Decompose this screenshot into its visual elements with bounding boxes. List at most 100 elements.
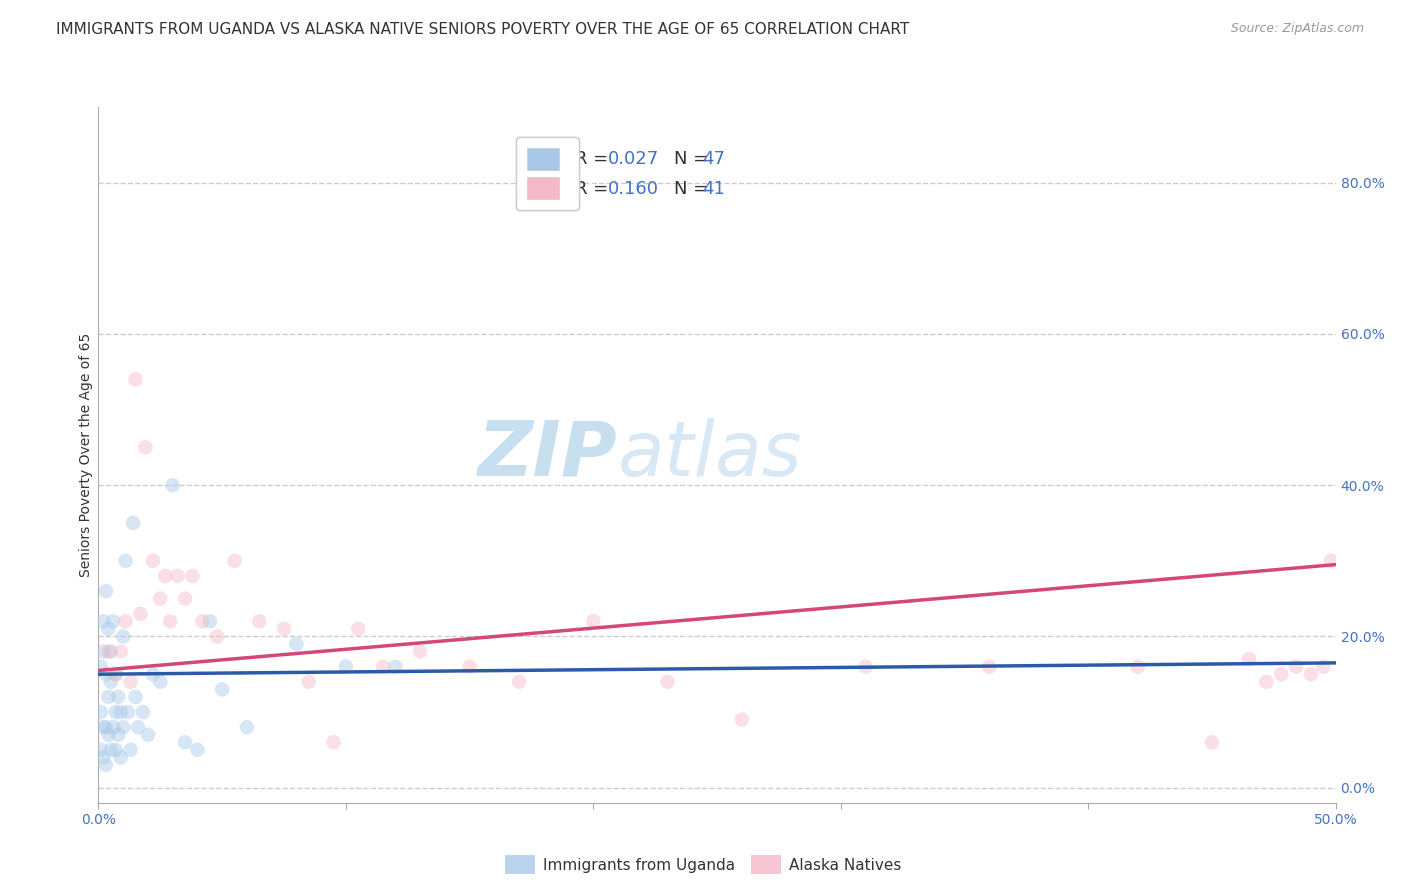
- Text: R =: R =: [575, 180, 614, 198]
- Text: ZIP: ZIP: [478, 418, 619, 491]
- Point: [104, 667, 127, 681]
- Point: [97, 690, 120, 704]
- Point: [1299, 667, 1322, 681]
- Point: [582, 615, 605, 629]
- Point: [107, 690, 129, 704]
- Point: [100, 743, 122, 757]
- Point: [129, 607, 152, 621]
- Point: [110, 750, 132, 764]
- Point: [103, 720, 125, 734]
- Point: [205, 629, 228, 643]
- Point: [1319, 554, 1341, 568]
- Point: [90, 705, 112, 719]
- Point: [93, 750, 115, 764]
- Point: [110, 644, 132, 658]
- Point: [122, 516, 145, 530]
- Point: [166, 569, 188, 583]
- Point: [159, 615, 181, 629]
- Point: [458, 659, 481, 673]
- Point: [136, 728, 159, 742]
- Point: [347, 622, 370, 636]
- Legend: , : ,: [516, 137, 579, 210]
- Text: 41: 41: [702, 180, 725, 198]
- Point: [191, 615, 214, 629]
- Text: IMMIGRANTS FROM UGANDA VS ALASKA NATIVE SENIORS POVERTY OVER THE AGE OF 65 CORRE: IMMIGRANTS FROM UGANDA VS ALASKA NATIVE …: [56, 22, 910, 37]
- Point: [285, 637, 308, 651]
- Point: [97, 728, 120, 742]
- Point: [132, 705, 155, 719]
- Point: [273, 622, 295, 636]
- Point: [322, 735, 344, 749]
- Point: [335, 659, 357, 673]
- Point: [90, 743, 112, 757]
- Text: R =: R =: [575, 150, 614, 169]
- Point: [124, 372, 146, 386]
- Point: [97, 644, 120, 658]
- Point: [508, 674, 530, 689]
- Point: [657, 674, 679, 689]
- Point: [90, 659, 112, 673]
- Point: [371, 659, 394, 673]
- Point: [134, 441, 156, 455]
- Point: [236, 720, 259, 734]
- Point: [1256, 674, 1278, 689]
- Point: [855, 659, 877, 673]
- Point: [181, 569, 204, 583]
- Point: [247, 615, 270, 629]
- Point: [1126, 659, 1149, 673]
- Point: [94, 667, 117, 681]
- Text: N =: N =: [673, 150, 714, 169]
- Point: [186, 743, 208, 757]
- Point: [298, 674, 321, 689]
- Point: [149, 591, 172, 606]
- Point: [104, 743, 127, 757]
- Point: [120, 674, 142, 689]
- Point: [979, 659, 1001, 673]
- Point: [100, 674, 122, 689]
- Text: 0.027: 0.027: [609, 150, 659, 169]
- Point: [117, 705, 139, 719]
- Point: [112, 720, 135, 734]
- Y-axis label: Seniors Poverty Over the Age of 65: Seniors Poverty Over the Age of 65: [79, 333, 93, 577]
- Point: [110, 705, 132, 719]
- Point: [198, 615, 221, 629]
- Point: [155, 569, 177, 583]
- Text: 0.160: 0.160: [609, 180, 659, 198]
- Point: [97, 622, 120, 636]
- Point: [114, 554, 136, 568]
- Point: [1285, 659, 1308, 673]
- Point: [114, 615, 136, 629]
- Point: [142, 667, 165, 681]
- Point: [224, 554, 246, 568]
- Point: [127, 720, 149, 734]
- Point: [731, 713, 754, 727]
- Text: atlas: atlas: [619, 418, 803, 491]
- Text: N =: N =: [673, 180, 714, 198]
- Point: [1237, 652, 1260, 666]
- Point: [94, 758, 117, 772]
- Point: [104, 667, 127, 681]
- Point: [124, 690, 146, 704]
- Point: [142, 554, 165, 568]
- Text: Source: ZipAtlas.com: Source: ZipAtlas.com: [1230, 22, 1364, 36]
- Legend: Immigrants from Uganda, Alaska Natives: Immigrants from Uganda, Alaska Natives: [499, 849, 907, 880]
- Point: [149, 674, 172, 689]
- Point: [409, 644, 432, 658]
- Point: [93, 615, 115, 629]
- Point: [94, 720, 117, 734]
- Point: [1201, 735, 1223, 749]
- Point: [120, 743, 142, 757]
- Point: [174, 591, 197, 606]
- Point: [1270, 667, 1292, 681]
- Point: [100, 644, 122, 658]
- Point: [112, 629, 135, 643]
- Text: 47: 47: [702, 150, 725, 169]
- Point: [93, 644, 115, 658]
- Point: [1312, 659, 1334, 673]
- Point: [211, 682, 233, 697]
- Point: [384, 659, 406, 673]
- Point: [174, 735, 197, 749]
- Point: [103, 615, 125, 629]
- Point: [104, 705, 127, 719]
- Point: [93, 720, 115, 734]
